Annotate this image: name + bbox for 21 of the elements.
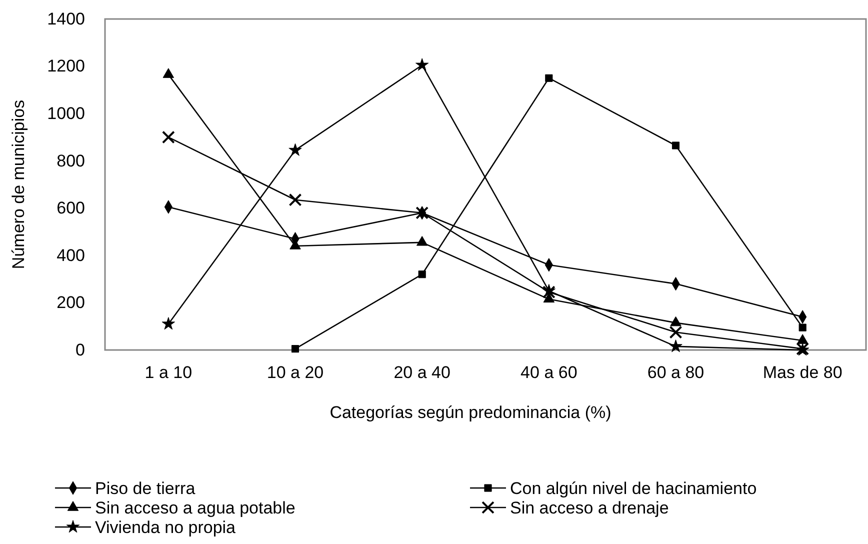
x-tick-label: 40 a 60 [520,363,578,382]
y-tick-label: 400 [56,246,85,265]
x-tick-label: 20 a 40 [394,363,450,382]
legend-label: Vivienda no propia [95,518,236,537]
y-axis-title: Número de municipios [9,100,28,270]
x-axis-title: Categorías según predominancia (%) [330,403,612,422]
y-tick-label: 1400 [47,9,85,28]
y-tick-label: 1200 [47,56,85,76]
legend-label: Con algún nivel de hacinamiento [510,479,757,498]
legend-label: Sin acceso a drenaje [510,498,669,518]
y-tick-label: 0 [76,340,85,360]
y-tick-label: 200 [56,293,85,312]
x-tick-label: 60 a 80 [647,363,704,382]
y-tick-label: 600 [56,198,85,218]
x-tick-label: Mas de 80 [762,363,842,382]
y-tick-label: 800 [56,151,85,170]
y-tick-label: 1000 [47,104,85,124]
legend-label: Sin acceso a agua potable [95,498,296,518]
x-tick-label: 10 a 20 [266,363,324,382]
x-tick-label: 1 a 10 [144,363,192,382]
legend-label: Piso de tierra [95,479,196,498]
